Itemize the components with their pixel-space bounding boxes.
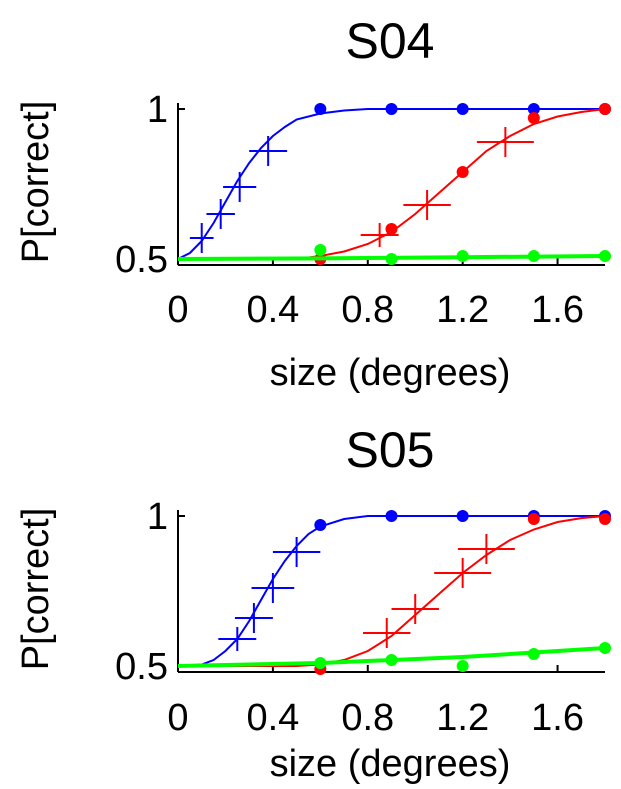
blue-data-point — [385, 103, 398, 115]
blue-data-point — [456, 510, 469, 522]
y-tick-label: 1 — [147, 496, 168, 538]
red-fit-line — [178, 108, 606, 260]
green-data-point — [314, 244, 327, 256]
red-data-point — [527, 513, 540, 525]
panel-s05: S05 P[correct] size (degrees) 0.5 1 0 0.4 0.… — [15, 422, 611, 785]
red-data-point — [385, 223, 398, 235]
green-data-point — [599, 250, 611, 262]
green-data-point — [527, 250, 540, 262]
red-data-point — [599, 103, 611, 115]
red-data-point — [599, 513, 611, 525]
red-fit-line — [178, 515, 606, 667]
x-tick-label: 1.2 — [436, 697, 489, 739]
chart-title: S05 — [346, 422, 435, 478]
blue-data-point — [314, 103, 327, 115]
green-data-point — [314, 657, 327, 669]
y-tick-label: 0.5 — [115, 646, 168, 688]
x-tick-label: 1.2 — [436, 289, 489, 331]
green-data-point — [385, 253, 398, 265]
x-tick-label: 0.4 — [246, 289, 299, 331]
blue-data-point — [314, 519, 327, 531]
x-tick-label: 0.4 — [246, 697, 299, 739]
blue-data-point — [456, 103, 469, 115]
y-tick-label: 0.5 — [115, 239, 168, 281]
x-tick-label: 0 — [167, 289, 188, 331]
green-data-point — [456, 250, 469, 262]
green-data-point — [527, 648, 540, 660]
x-tick-label: 0.8 — [341, 697, 394, 739]
red-data-point — [456, 166, 469, 178]
chart-title: S04 — [346, 13, 435, 69]
red-data-point — [527, 112, 540, 124]
green-data-point — [599, 642, 611, 654]
blue-fit-line — [177, 515, 605, 667]
blue-fit-line — [177, 108, 605, 260]
green-data-point — [456, 660, 469, 672]
green-data-point — [385, 654, 398, 666]
y-axis-label: P[correct] — [15, 508, 57, 671]
x-tick-label: 1.6 — [531, 697, 584, 739]
x-tick-label: 0.8 — [341, 289, 394, 331]
y-tick-label: 1 — [147, 89, 168, 131]
x-axis-label: size (degrees) — [270, 743, 511, 785]
y-axis-label: P[correct] — [15, 101, 57, 264]
blue-data-point — [385, 510, 398, 522]
x-tick-label: 1.6 — [531, 289, 584, 331]
panel-s04: S04 P[correct] size (degrees) 0.5 1 0 0.4 0.… — [15, 13, 611, 394]
blue-data-point — [527, 103, 540, 115]
x-axis-label: size (degrees) — [270, 352, 511, 394]
x-tick-label: 0 — [167, 697, 188, 739]
